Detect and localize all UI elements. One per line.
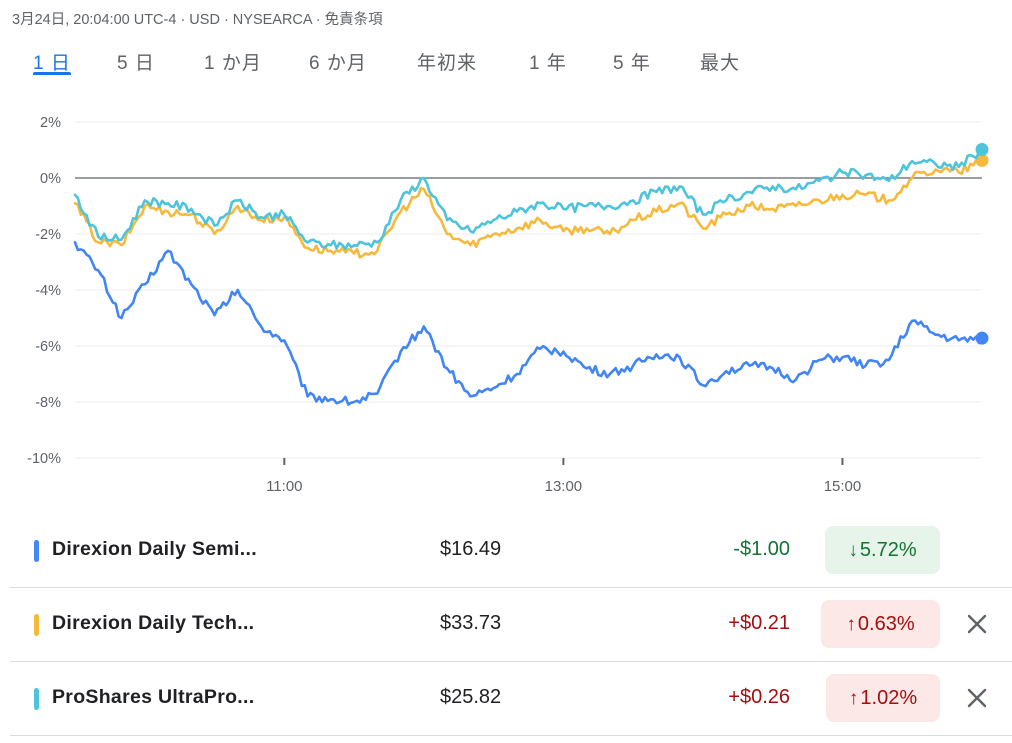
close-icon[interactable]: [965, 686, 989, 710]
y-tick-label: 2%: [40, 115, 61, 131]
x-tick-label: 11:00: [266, 478, 302, 495]
tab-5-days[interactable]: 5 日: [117, 53, 155, 74]
series-line: [73, 158, 984, 259]
tab-6-months[interactable]: 6 か月: [309, 53, 367, 74]
tab-5-years[interactable]: 5 年: [613, 53, 651, 74]
percent-change-badge: ↑ 1.02%: [826, 674, 940, 722]
security-price: $25.82: [440, 686, 502, 708]
series-end-dot: [975, 331, 989, 345]
tab-1-day[interactable]: 1 日: [33, 53, 71, 74]
comparison-row-semi[interactable]: Direxion Daily Semi... $16.49 -$1.00 ↓ 5.…: [10, 514, 1012, 588]
arrow-down-icon: ↓: [848, 540, 858, 561]
tab-1-year[interactable]: 1 年: [529, 53, 567, 74]
percent-change-value: 0.63%: [857, 613, 915, 635]
tab-max[interactable]: 最大: [700, 53, 741, 74]
security-name[interactable]: Direxion Daily Semi...: [52, 538, 257, 560]
comparison-line-chart[interactable]: 2% 0% -2% -4% -6% -8% -10% 11:00 13:00 15:00: [0, 100, 1012, 500]
security-price: $33.73: [440, 612, 502, 634]
percent-change-badge: ↑ 0.63%: [821, 600, 940, 648]
series-end-dot: [975, 153, 989, 167]
x-tick-label: 13:00: [545, 478, 583, 495]
series-end-dot: [975, 142, 989, 156]
x-tick-label: 15:00: [824, 478, 862, 495]
price-change: +$0.21: [728, 612, 790, 634]
y-tick-label: -4%: [35, 283, 61, 299]
series-color-swatch: [34, 540, 39, 562]
y-tick-label: -8%: [35, 395, 61, 411]
series-color-swatch: [34, 688, 39, 710]
security-name[interactable]: ProShares UltraPro...: [52, 686, 255, 708]
y-tick-label: -10%: [27, 451, 61, 467]
active-tab-indicator: [33, 72, 71, 75]
percent-change-value: 5.72%: [859, 539, 917, 561]
time-range-tabs: 1 日 5 日 1 か月 6 か月 年初来 1 年 5 年 最大: [0, 44, 1012, 84]
percent-change-value: 1.02%: [860, 687, 918, 709]
quote-info-header: 3月24日, 20:04:00 UTC-4 · USD · NYSEARCA ·…: [12, 8, 383, 29]
comparison-row-tech[interactable]: Direxion Daily Tech... $33.73 +$0.21 ↑ 0.…: [10, 588, 1012, 662]
price-change: +$0.26: [728, 686, 790, 708]
series-color-swatch: [34, 614, 39, 636]
percent-change-badge: ↓ 5.72%: [825, 526, 940, 574]
series-line: [73, 148, 984, 251]
y-tick-label: -6%: [35, 339, 61, 355]
y-tick-label: -2%: [35, 227, 61, 243]
close-icon[interactable]: [965, 612, 989, 636]
comparison-row-ultrapro[interactable]: ProShares UltraPro... $25.82 +$0.26 ↑ 1.0…: [10, 662, 1012, 736]
quote-info-text: 3月24日, 20:04:00 UTC-4 · USD · NYSEARCA ·…: [12, 12, 383, 28]
arrow-up-icon: ↑: [846, 614, 856, 635]
series-line: [73, 241, 984, 406]
security-price: $16.49: [440, 538, 502, 560]
arrow-up-icon: ↑: [848, 688, 859, 709]
y-tick-label: 0%: [40, 171, 61, 187]
price-change: -$1.00: [733, 538, 790, 560]
tab-1-month[interactable]: 1 か月: [204, 53, 262, 74]
tab-ytd[interactable]: 年初来: [417, 53, 478, 74]
security-name[interactable]: Direxion Daily Tech...: [52, 612, 255, 634]
